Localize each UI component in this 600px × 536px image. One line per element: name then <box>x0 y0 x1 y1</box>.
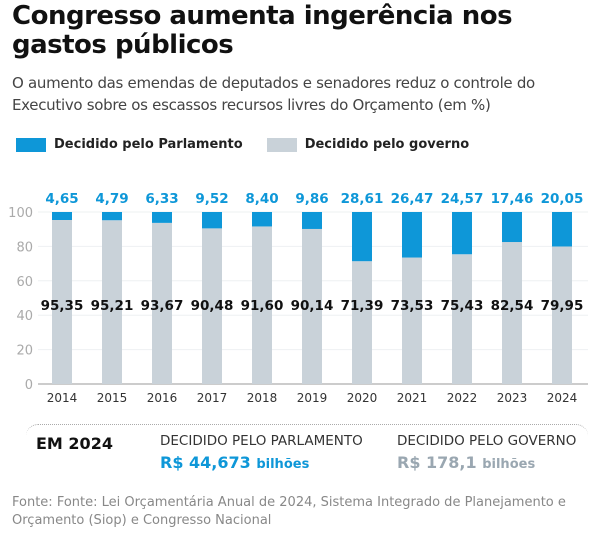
label-governo: 79,95 <box>541 298 584 314</box>
x-tick-label: 2017 <box>197 391 228 405</box>
label-governo: 93,67 <box>141 298 184 314</box>
label-parlamento: 17,46 <box>491 191 534 207</box>
y-tick-label: 40 <box>16 309 33 324</box>
x-tick-label: 2014 <box>47 391 78 405</box>
x-tick-label: 2018 <box>247 391 278 405</box>
y-tick-label: 100 <box>8 206 33 221</box>
bar-governo <box>102 220 122 384</box>
x-tick-label: 2019 <box>297 391 328 405</box>
chart-subtitle: O aumento das emendas de deputados e sen… <box>12 74 535 114</box>
gov-label: DECIDIDO PELO GOVERNO <box>397 433 577 449</box>
bar-parlamento <box>102 212 122 221</box>
bar-parlamento <box>252 212 272 227</box>
bar-governo <box>52 219 72 384</box>
label-governo: 75,43 <box>441 298 484 314</box>
legend-governo: Decidido pelo governo <box>266 137 470 152</box>
gov-unit: bilhões <box>482 457 536 472</box>
label-governo: 90,48 <box>191 298 234 314</box>
x-tick-label: 2015 <box>97 391 128 405</box>
legend-label: Decidido pelo governo <box>304 137 470 152</box>
legend-label: Decidido pelo Parlamento <box>54 137 243 152</box>
legend-swatch <box>266 137 297 152</box>
label-parlamento: 9,52 <box>195 191 228 207</box>
bar-governo <box>252 226 272 384</box>
label-parlamento: 28,61 <box>341 191 384 207</box>
x-tick-label: 2022 <box>447 391 478 405</box>
bar-governo <box>502 242 522 384</box>
y-tick-label: 80 <box>16 240 33 255</box>
bar-governo <box>352 261 372 384</box>
label-parlamento: 24,57 <box>441 191 484 207</box>
summary-heading: EM 2024 <box>36 434 113 453</box>
legend-parlamento: Decidido pelo Parlamento <box>16 137 243 152</box>
label-governo: 73,53 <box>391 298 434 314</box>
label-governo: 95,21 <box>91 298 134 314</box>
parl-unit: bilhões <box>256 457 310 472</box>
y-tick-label: 60 <box>16 275 33 290</box>
gov-value: R$ 178,1 bilhões <box>397 453 535 472</box>
bar-parlamento <box>152 212 172 223</box>
bar-parlamento <box>402 212 422 258</box>
x-tick-label: 2024 <box>547 391 578 405</box>
bar-governo <box>452 254 472 384</box>
x-tick-label: 2023 <box>497 391 528 405</box>
label-parlamento: 6,33 <box>145 191 178 207</box>
bar-parlamento <box>502 212 522 243</box>
label-parlamento: 26,47 <box>391 191 434 207</box>
label-parlamento: 20,05 <box>541 191 584 207</box>
source-note: Fonte: Fonte: Lei Orçamentária Anual de … <box>12 495 566 528</box>
bar-chart: 0 20 40 60 80 100 4,65 95,35 2014 4,79 95,21 2015 6,… <box>8 191 588 405</box>
bar-parlamento <box>52 212 72 220</box>
y-tick-label: 0 <box>25 378 33 393</box>
gov-amount: R$ 178,1 <box>397 453 477 472</box>
bar-governo <box>202 228 222 384</box>
label-governo: 95,35 <box>41 298 84 314</box>
bar-governo <box>302 228 322 384</box>
bar-parlamento <box>302 212 322 229</box>
bar-parlamento <box>352 212 372 262</box>
label-parlamento: 8,40 <box>245 191 278 207</box>
summary-box <box>26 424 588 465</box>
bar-parlamento <box>202 212 222 229</box>
label-governo: 91,60 <box>241 298 284 314</box>
parl-amount: R$ 44,673 <box>160 453 251 472</box>
x-tick-label: 2016 <box>147 391 178 405</box>
bar-parlamento <box>452 212 472 255</box>
parl-label: DECIDIDO PELO PARLAMENTO <box>160 433 363 449</box>
x-tick-label: 2020 <box>347 391 378 405</box>
bar-governo <box>402 257 422 384</box>
label-parlamento: 9,86 <box>295 191 328 207</box>
bar-governo <box>552 246 572 384</box>
y-tick-label: 20 <box>16 344 33 359</box>
label-governo: 71,39 <box>341 298 384 314</box>
label-parlamento: 4,65 <box>45 191 78 207</box>
label-parlamento: 4,79 <box>95 191 128 207</box>
chart-title: Congresso aumenta ingerência nos gastos … <box>12 1 513 60</box>
bar-parlamento <box>552 212 572 247</box>
legend: Decidido pelo Parlamento Decidido pelo g… <box>16 137 469 152</box>
bar-governo <box>152 222 172 384</box>
parl-value: R$ 44,673 bilhões <box>160 453 309 472</box>
label-governo: 82,54 <box>491 298 534 314</box>
label-governo: 90,14 <box>291 298 334 314</box>
legend-swatch <box>16 137 46 152</box>
x-tick-label: 2021 <box>397 391 428 405</box>
